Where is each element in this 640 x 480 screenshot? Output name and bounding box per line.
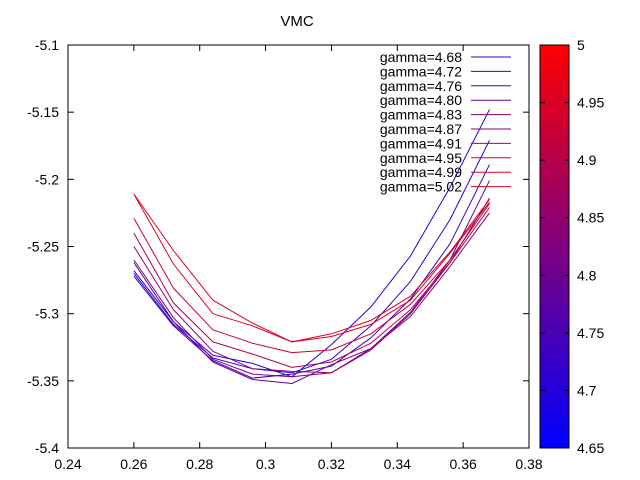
colorbar-tick-label: 4.85 — [577, 210, 604, 226]
y-tick-label: -5.1 — [35, 37, 59, 53]
x-tick-label: 0.34 — [384, 456, 411, 472]
colorbar-tick-label: 4.95 — [577, 95, 604, 111]
series-line — [133, 212, 490, 374]
y-tick-label: -5.4 — [35, 440, 59, 456]
colorbar-tick-label: 4.8 — [577, 267, 597, 283]
legend-label: gamma=4.80 — [380, 92, 462, 108]
legend-label: gamma=5.02 — [380, 179, 462, 195]
legend-label: gamma=4.83 — [380, 107, 462, 123]
y-tick-label: -5.35 — [27, 373, 59, 389]
legend-label: gamma=4.68 — [380, 49, 462, 65]
x-tick-label: 0.32 — [318, 456, 345, 472]
series-line — [133, 207, 490, 368]
chart-title: VMC — [280, 13, 314, 30]
x-tick-label: 0.24 — [54, 456, 81, 472]
colorbar-tick-label: 4.65 — [577, 440, 604, 456]
colorbar-tick-label: 4.75 — [577, 325, 604, 341]
series-line — [133, 203, 490, 354]
x-tick-label: 0.26 — [120, 456, 147, 472]
legend-label: gamma=4.95 — [380, 150, 462, 166]
axes-layer: 0.24 0.26 0.28 0.3 0.32 0.34 0.36 0.38 -5.1 -5.15… — [27, 37, 543, 472]
series-layer — [133, 109, 490, 384]
legend-label: gamma=4.87 — [380, 121, 462, 137]
legend-label: gamma=4.99 — [380, 164, 462, 180]
y-tick-label: -5.3 — [35, 306, 59, 322]
colorbar-tick-label: 4.7 — [577, 382, 597, 398]
series-line — [133, 164, 490, 379]
legend-label: gamma=4.76 — [380, 78, 462, 94]
colorbar-tick-label: 5 — [577, 37, 585, 53]
series-line — [133, 193, 490, 343]
y-tick-label: -5.25 — [27, 239, 59, 255]
colorbar: 4.65 4.7 4.75 4.8 4.85 4.9 4.95 5 — [539, 37, 604, 456]
legend: gamma=4.68gamma=4.72gamma=4.76gamma=4.80… — [380, 49, 511, 195]
y-tick-label: -5.15 — [27, 104, 59, 120]
x-tick-label: 0.28 — [186, 456, 213, 472]
x-tick-label: 0.3 — [256, 456, 276, 472]
colorbar-gradient — [539, 44, 570, 449]
series-line — [133, 193, 490, 343]
legend-label: gamma=4.72 — [380, 63, 462, 79]
x-tick-label: 0.36 — [450, 456, 477, 472]
y-tick-label: -5.2 — [35, 171, 59, 187]
colorbar-tick-label: 4.9 — [577, 152, 597, 168]
legend-label: gamma=4.91 — [380, 135, 462, 151]
x-tick-label: 0.38 — [515, 456, 542, 472]
series-line — [133, 197, 490, 378]
